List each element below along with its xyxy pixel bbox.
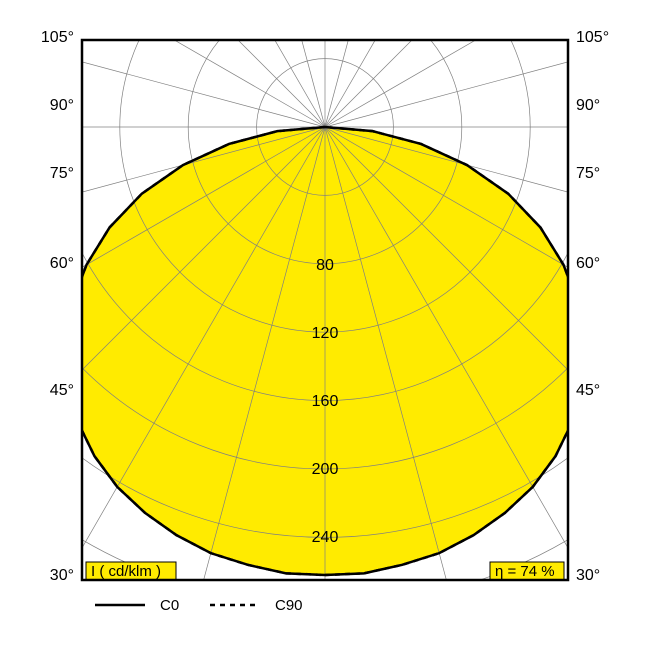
polar-chart-container: 80 120 160 200 240 I ( cd/klm ) η = 74 % 105° 90… bbox=[0, 0, 650, 650]
angle-label-right: 45° bbox=[576, 382, 600, 399]
ring-label: 120 bbox=[312, 325, 339, 342]
angle-label-left: 60° bbox=[50, 255, 74, 272]
angle-label-right: 60° bbox=[576, 255, 600, 272]
angle-label-left: 90° bbox=[50, 97, 74, 114]
legend-label-c0: C0 bbox=[160, 597, 179, 614]
legend-label-c90: C90 bbox=[275, 597, 303, 614]
efficiency-label: η = 74 % bbox=[495, 563, 555, 580]
angle-label-right: 105° bbox=[576, 29, 609, 46]
angle-label-right: 30° bbox=[576, 567, 600, 584]
angle-label-right: 75° bbox=[576, 165, 600, 182]
angle-label-left: 45° bbox=[50, 382, 74, 399]
ring-label: 200 bbox=[312, 461, 339, 478]
angle-label-left: 105° bbox=[41, 29, 74, 46]
ring-label: 160 bbox=[312, 393, 339, 410]
angle-label-left: 30° bbox=[50, 567, 74, 584]
polar-chart-svg: 80 120 160 200 240 I ( cd/klm ) η = 74 % 105° 90… bbox=[0, 0, 650, 650]
angle-label-left: 75° bbox=[50, 165, 74, 182]
ring-label: 240 bbox=[312, 529, 339, 546]
ring-label: 80 bbox=[316, 257, 334, 274]
angle-label-right: 90° bbox=[576, 97, 600, 114]
unit-label: I ( cd/klm ) bbox=[91, 563, 161, 580]
